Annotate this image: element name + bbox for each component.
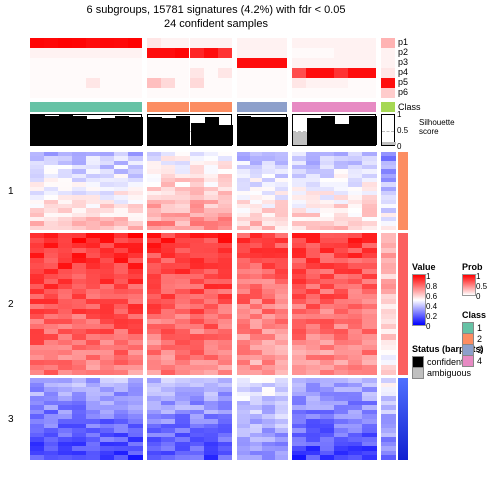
legend-prob: Prob10.50: [462, 262, 483, 304]
row-side-strip: [398, 152, 408, 230]
row-cluster-label: 2: [8, 299, 14, 310]
legend-value: Value10.80.60.40.20: [412, 262, 436, 334]
silhouette-barplot: [30, 114, 395, 146]
row-side-strip: [398, 378, 408, 460]
prob-row-label: p6: [398, 87, 408, 97]
subtitle: 24 confident samples: [26, 18, 406, 30]
title: 6 subgroups, 15781 signatures (4.2%) wit…: [26, 4, 406, 16]
legend-class: Class1234: [462, 310, 486, 366]
prob-row-label: p3: [398, 57, 408, 67]
prob-row-label: p5: [398, 77, 408, 87]
class-strip: [30, 102, 395, 112]
prob-row-label: p1: [398, 37, 408, 47]
prob-row-label: p4: [398, 67, 408, 77]
prob-row-label: p2: [398, 47, 408, 57]
row-side-strip: [398, 233, 408, 375]
silhouette-label: Silhouettescore: [419, 118, 455, 136]
row-cluster-label: 3: [8, 414, 14, 425]
row-cluster-label: 1: [8, 186, 14, 197]
